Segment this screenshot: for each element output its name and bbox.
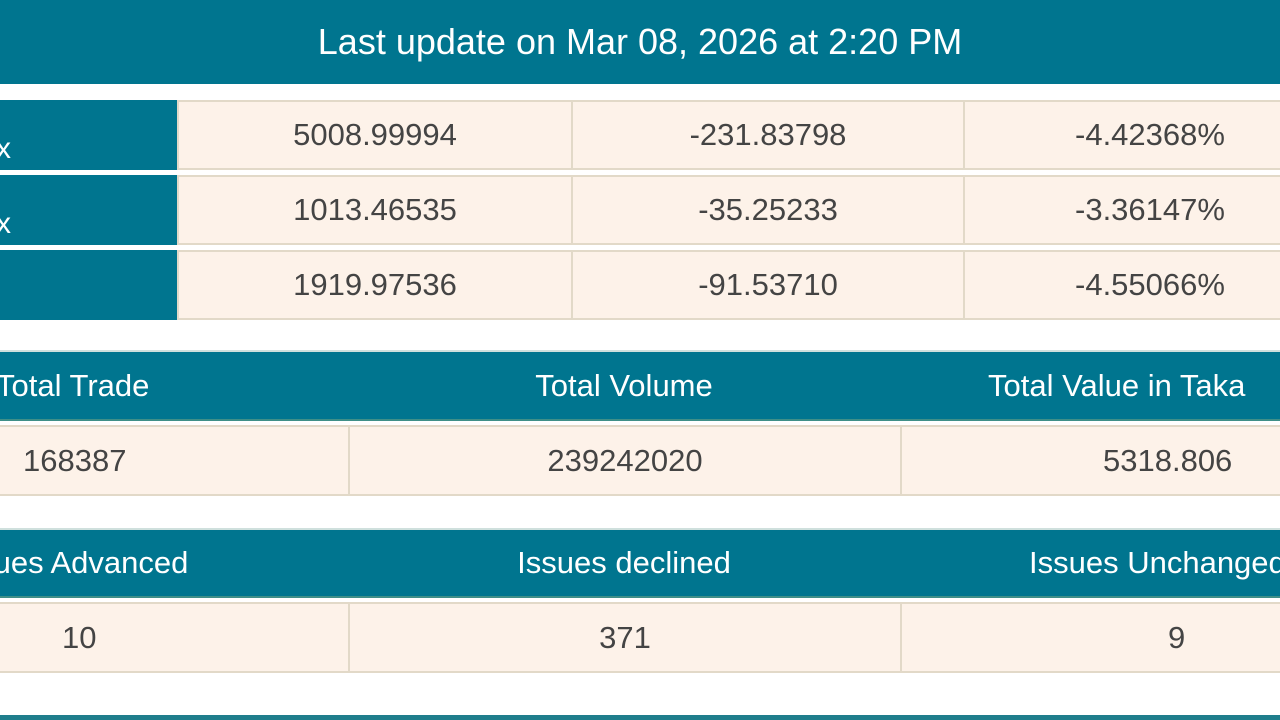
index-label-cell [0, 250, 177, 320]
header-issues-advanced-text: Issues Advanced [0, 545, 189, 580]
index-change: -91.53710 [571, 250, 965, 320]
index-value: 5008.99994 [177, 100, 573, 170]
index-change: -231.83798 [571, 100, 965, 170]
issues-declined-value: 371 [348, 602, 902, 673]
index-percent: -4.42368% [963, 100, 1280, 170]
header-total-value: Total Value in Taka [900, 350, 1280, 421]
index-label-cell: x [0, 175, 177, 245]
index-change: -35.25233 [571, 175, 965, 245]
index-percent: -3.36147% [963, 175, 1280, 245]
total-volume-value: 239242020 [348, 425, 902, 496]
header-total-trade: Total Trade [0, 350, 350, 421]
issues-advanced-value: 10 [0, 602, 350, 673]
total-value-taka: 5318.806 [900, 425, 1280, 496]
index-value: 1013.46535 [177, 175, 573, 245]
index-label: x [0, 207, 11, 240]
index-percent: -4.55066% [963, 250, 1280, 320]
issues-unchanged-value: 9 [900, 602, 1280, 673]
last-update-text: Last update on Mar 08, 2026 at 2:20 PM [317, 21, 963, 62]
header-issues-declined: Issues declined [348, 528, 902, 598]
index-value: 1919.97536 [177, 250, 573, 320]
bottom-divider [0, 715, 1280, 720]
header-issues-unchanged: Issues Unchanged [900, 528, 1280, 598]
header-issues-advanced: Issues Advanced [0, 528, 350, 598]
header-total-volume: Total Volume [348, 350, 902, 421]
last-update-banner: Last update on Mar 08, 2026 at 2:20 PM [0, 0, 1280, 84]
total-trade-value: 168387 [0, 425, 350, 496]
index-label-cell: x [0, 100, 177, 170]
index-label: x [0, 132, 11, 165]
